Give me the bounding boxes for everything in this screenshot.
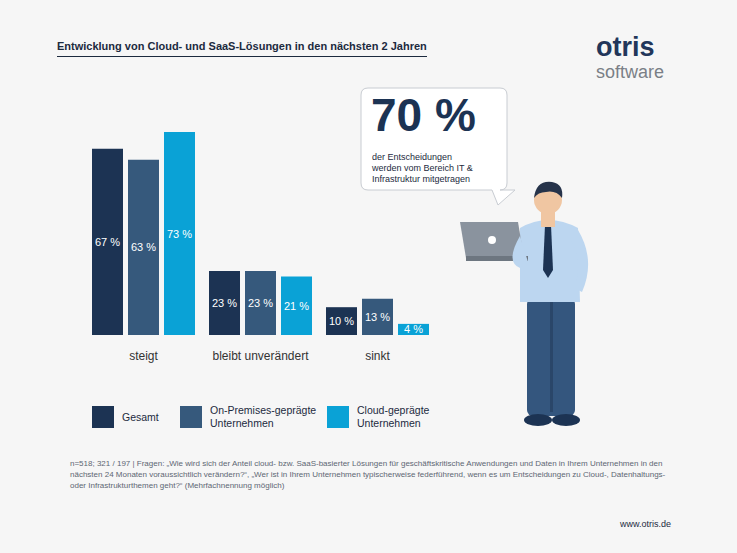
svg-text:67 %: 67 % bbox=[95, 236, 120, 248]
svg-text:21 %: 21 % bbox=[284, 300, 309, 312]
html-text:werden vom Bereich IT &: werden vom Bereich IT & bbox=[372, 163, 473, 173]
html-text:Gesamt: Gesamt bbox=[122, 410, 159, 423]
svg-text:bleibt unverändert: bleibt unverändert bbox=[212, 349, 309, 363]
html-text:software: software bbox=[596, 62, 664, 82]
svg-text:10 %: 10 % bbox=[329, 315, 354, 327]
svg-text:13 %: 13 % bbox=[365, 311, 390, 323]
html-text:On-Premises-geprägte Unternehm: On-Premises-geprägte Unternehmen bbox=[210, 404, 317, 429]
svg-text:4 %: 4 % bbox=[404, 323, 423, 335]
html-text:Cloud-geprägte Unternehmen: Cloud-geprägte Unternehmen bbox=[357, 404, 430, 429]
html-text:Entwicklung von Cloud- und Saa: Entwicklung von Cloud- und SaaS-Lösungen… bbox=[57, 40, 427, 52]
html-text:otris: otris bbox=[596, 32, 655, 62]
html-text:der Entscheidungen: der Entscheidungen bbox=[372, 152, 453, 162]
svg-text:73 %: 73 % bbox=[167, 228, 192, 240]
html-text:n=518; 321 / 197 | Fragen: „Wi: n=518; 321 / 197 | Fragen: „Wie wird sic… bbox=[70, 459, 666, 490]
svg-text:23 %: 23 % bbox=[212, 297, 237, 309]
html-text:www.otris.de: www.otris.de bbox=[620, 519, 671, 529]
svg-text:63 %: 63 % bbox=[131, 241, 156, 253]
svg-text:23 %: 23 % bbox=[248, 297, 273, 309]
html-text:Infrastruktur mitgetragen: Infrastruktur mitgetragen bbox=[372, 174, 470, 184]
svg-text:steigt: steigt bbox=[129, 349, 158, 363]
svg-text:sinkt: sinkt bbox=[365, 349, 390, 363]
html-text:70 %: 70 % bbox=[371, 89, 476, 141]
